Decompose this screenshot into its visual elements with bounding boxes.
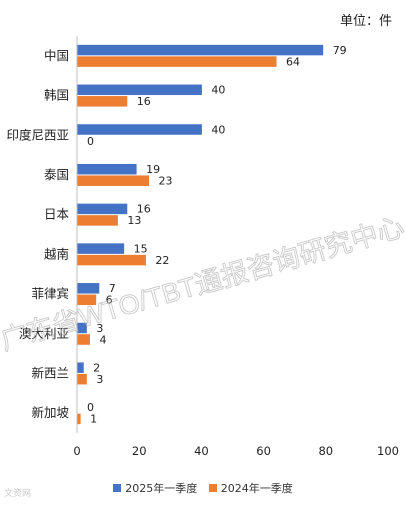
bar-2025	[77, 203, 128, 215]
bar-2024	[77, 334, 90, 345]
category-label: 越南	[44, 246, 69, 261]
data-label: 6	[106, 294, 113, 307]
bar-2025	[77, 163, 137, 175]
data-label: 22	[155, 254, 169, 267]
data-label: 64	[286, 55, 300, 68]
legend-item-2025: 2025年一季度	[113, 480, 197, 496]
legend-label-2025: 2025年一季度	[125, 482, 198, 495]
bar-2025	[77, 44, 324, 56]
bar-2025	[77, 84, 202, 96]
legend-item-2024: 2024年一季度	[208, 480, 293, 496]
category-label: 澳大利亚	[19, 326, 69, 341]
x-tick-label: 20	[132, 444, 147, 458]
data-label: 2	[93, 361, 100, 374]
x-tick-label: 100	[377, 444, 399, 458]
bar-2024	[77, 96, 128, 107]
data-label: 79	[333, 44, 347, 57]
bar-2024	[77, 373, 87, 385]
data-label: 15	[134, 242, 148, 255]
legend-swatch-2024	[208, 484, 217, 492]
data-label: 16	[137, 95, 151, 108]
data-label: 19	[146, 163, 160, 176]
data-label: 3	[96, 373, 103, 386]
data-label: 16	[137, 203, 151, 216]
bar-2025	[77, 243, 125, 254]
bar-2024	[77, 254, 146, 266]
category-label: 日本	[44, 207, 70, 222]
unit-label: 单位：件	[339, 14, 392, 29]
bar-2025	[77, 283, 100, 294]
legend-swatch-2025	[113, 484, 122, 492]
legend-label-2024: 2024年一季度	[220, 482, 293, 495]
data-label: 7	[109, 282, 116, 295]
chart-legend: 2025年一季度 2024年一季度	[0, 480, 406, 496]
data-label: 0	[87, 401, 94, 414]
x-tick-label: 60	[256, 444, 271, 458]
x-tick-label: 40	[194, 444, 209, 458]
category-label: 中国	[44, 48, 69, 63]
category-label: 新西兰	[31, 365, 69, 380]
bar-2025	[77, 124, 202, 135]
data-label: 40	[211, 123, 225, 136]
data-label: 13	[127, 214, 141, 227]
category-label: 泰国	[44, 167, 69, 182]
bar-2024	[77, 294, 97, 306]
x-tick-label: 0	[73, 444, 80, 458]
data-label: 40	[211, 84, 225, 97]
data-label: 3	[96, 322, 103, 335]
category-label: 韩国	[44, 88, 69, 103]
bar-2025	[77, 322, 87, 334]
bar-2025	[77, 362, 84, 373]
bar-2024	[77, 175, 150, 186]
category-label: 印度尼西亚	[6, 127, 69, 142]
data-label: 0	[87, 135, 94, 148]
data-label: 4	[99, 333, 106, 346]
x-tick-label: 80	[318, 444, 333, 458]
logo: 文资网	[4, 489, 32, 499]
category-label: 菲律宾	[31, 286, 69, 301]
bar-2024	[77, 215, 118, 226]
category-label: 新加坡	[31, 405, 69, 420]
data-label: 23	[159, 174, 173, 187]
data-label: 1	[90, 413, 97, 426]
bar-2024	[77, 413, 81, 425]
bar-2024	[77, 56, 277, 67]
